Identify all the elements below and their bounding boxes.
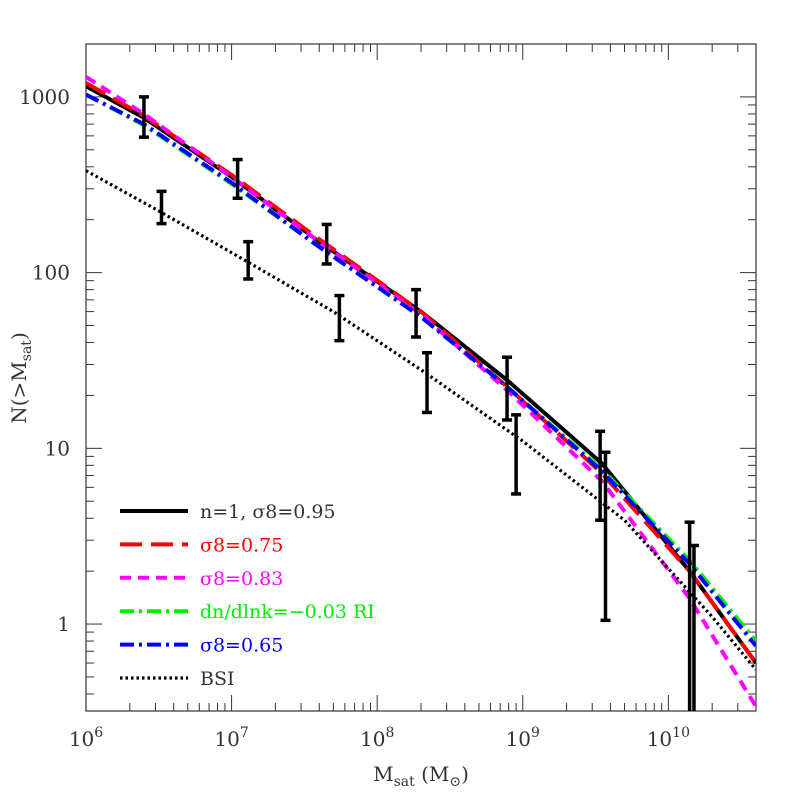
error-bar <box>334 293 345 343</box>
y-tick-label: 1000 <box>19 85 70 109</box>
error-bar <box>688 543 699 711</box>
x-axis-label: Msat (M⊙) <box>373 762 469 790</box>
series-line-3 <box>86 92 756 643</box>
error-bar <box>411 287 422 339</box>
legend-item: σ8=0.75 <box>120 534 283 556</box>
legend-item: dn/dlnk=−0.03 RI <box>120 601 375 623</box>
legend-label: n=1, σ8=0.95 <box>200 501 336 523</box>
error-bar <box>511 413 522 496</box>
error-bar <box>156 189 167 226</box>
error-bar <box>600 450 611 623</box>
legend-label: σ8=0.75 <box>200 534 283 556</box>
error-bar <box>138 95 149 139</box>
x-tick-label: 109 <box>506 725 540 751</box>
x-tick-label: 1010 <box>647 725 690 751</box>
legend: n=1, σ8=0.95 σ8=0.75 σ8=0.83 dn/dlnk=−0.03 … <box>120 501 375 690</box>
legend-label: dn/dlnk=−0.03 RI <box>200 601 375 623</box>
errorbar-layer <box>138 95 699 711</box>
error-bar <box>321 222 332 266</box>
legend-label: σ8=0.65 <box>200 635 283 657</box>
error-bar <box>684 520 695 711</box>
series-layer <box>86 75 756 708</box>
series-line-4 <box>86 92 756 648</box>
legend-item: σ8=0.65 <box>120 635 283 657</box>
x-tick-label: 108 <box>360 725 394 751</box>
series-line-0 <box>86 84 756 665</box>
error-bar <box>232 157 243 200</box>
y-tick-label: 1 <box>57 612 70 636</box>
y-tick-label: 100 <box>32 261 70 285</box>
error-bar <box>502 355 513 422</box>
legend-item: n=1, σ8=0.95 <box>120 501 336 523</box>
legend-item: σ8=0.83 <box>120 568 283 590</box>
legend-item: BSI <box>120 668 234 690</box>
tick-labels-layer: 106 107 108 109 1010 1 10 100 1000 <box>19 85 690 751</box>
legend-label: σ8=0.83 <box>200 568 283 590</box>
error-bar <box>243 239 254 281</box>
error-bar <box>422 350 433 415</box>
ticks-layer <box>85 43 757 711</box>
legend-label: BSI <box>200 668 234 690</box>
x-tick-label: 106 <box>69 725 103 751</box>
y-axis-label: N(>Msat) <box>7 332 35 424</box>
series-line-1 <box>86 81 756 665</box>
series-line-5 <box>86 169 756 671</box>
x-tick-label: 107 <box>214 725 248 751</box>
y-tick-label: 10 <box>45 436 70 460</box>
error-bar <box>595 429 606 522</box>
